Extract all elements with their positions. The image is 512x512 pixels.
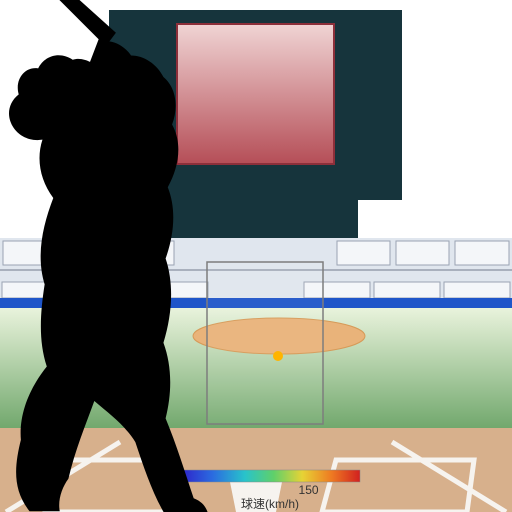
pitch-location-chart: 100150球速(km/h) (0, 0, 512, 512)
speed-legend-bar (180, 470, 360, 482)
pitch-point (273, 351, 283, 361)
stand-panel (444, 282, 510, 298)
scoreboard-lower (152, 200, 358, 238)
chart-svg: 100150球速(km/h) (0, 0, 512, 512)
legend-label: 球速(km/h) (241, 497, 299, 511)
stand-panel (455, 241, 509, 265)
strike-zone (207, 262, 323, 424)
stand-panel (337, 241, 390, 265)
scoreboard-screen (177, 24, 334, 164)
stand-panel (374, 282, 440, 298)
stand-panel (396, 241, 449, 265)
legend-tick: 150 (299, 483, 319, 497)
